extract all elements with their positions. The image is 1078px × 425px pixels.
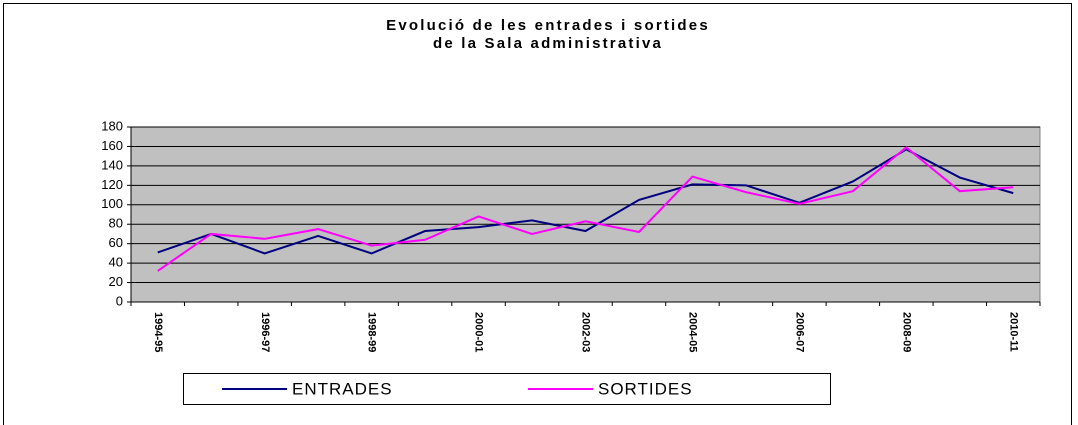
series-line	[157, 146, 1014, 272]
y-tick-label: 80	[109, 216, 123, 231]
y-tick-label: 120	[101, 177, 123, 192]
x-tick-label: 2008-09	[900, 312, 912, 352]
y-tick-label: 140	[101, 157, 123, 172]
chart-title: Evolució de les entrades i sortides	[386, 17, 710, 34]
y-tick-label: 180	[101, 118, 123, 133]
y-tick-label: 20	[109, 274, 123, 289]
plot-area	[130, 126, 1041, 303]
chart-title: de la Sala administrativa	[433, 35, 663, 52]
x-tick-label: 2000-01	[473, 312, 485, 352]
x-tick-label: 2002-03	[580, 312, 592, 352]
legend-box	[183, 373, 831, 405]
series-line	[157, 148, 1014, 255]
legend-label: SORTIDES	[598, 379, 693, 398]
x-tick-label: 1996-97	[259, 312, 271, 352]
x-tick-label: 2004-05	[687, 312, 699, 352]
x-tick-label: 1998-99	[366, 312, 378, 352]
x-tick-label: 2010-11	[1007, 312, 1019, 352]
y-tick-label: 160	[101, 138, 123, 153]
y-tick-label: 100	[101, 196, 123, 211]
x-tick-label: 2006-07	[793, 312, 805, 352]
y-tick-label: 0	[116, 293, 123, 308]
y-tick-label: 60	[109, 235, 123, 250]
x-tick-label: 1994-95	[152, 312, 164, 352]
y-tick-label: 40	[109, 255, 123, 270]
legend-label: ENTRADES	[292, 379, 393, 398]
